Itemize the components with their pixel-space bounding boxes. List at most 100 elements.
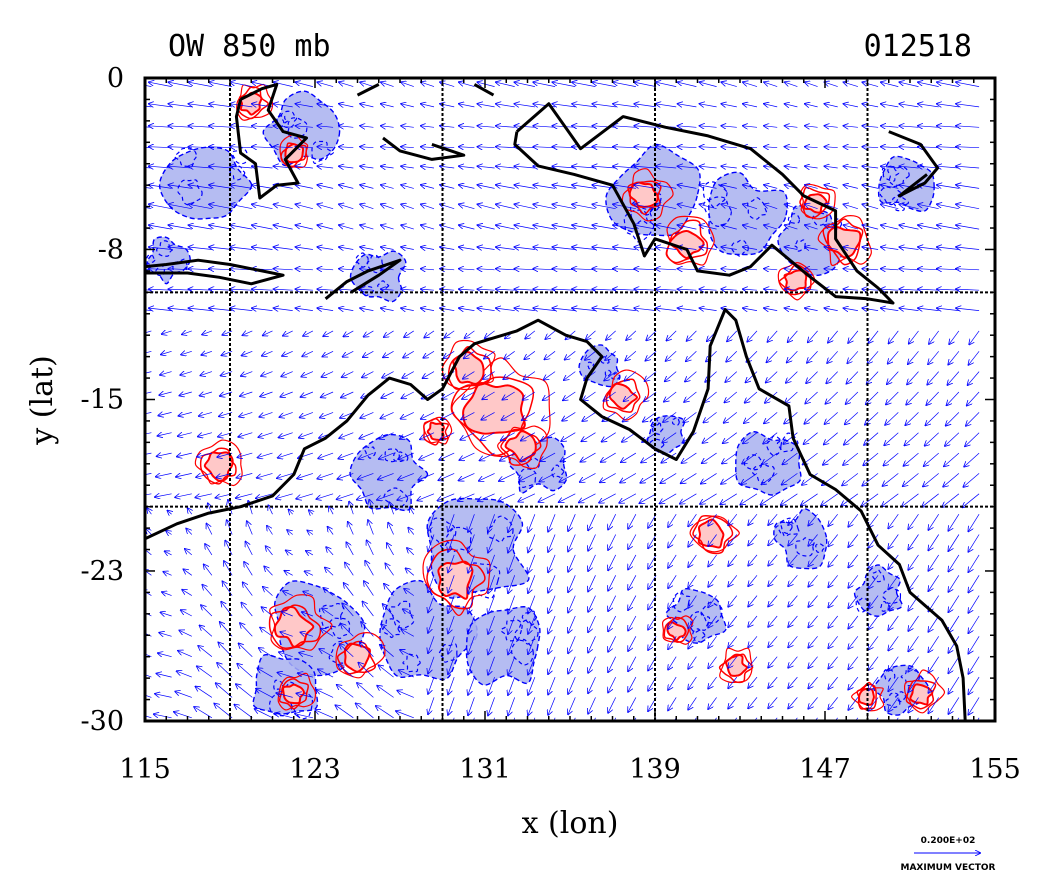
wind-vector — [274, 308, 293, 311]
wind-vector — [179, 630, 192, 637]
wind-vector — [317, 166, 334, 168]
wind-vector — [634, 225, 657, 230]
wind-vector — [236, 493, 253, 498]
wind-vector — [317, 147, 334, 148]
wind-vector — [259, 432, 273, 438]
wind-vector — [180, 372, 192, 376]
wind-vector — [515, 204, 535, 210]
wind-vector — [359, 452, 374, 459]
wind-vector — [678, 289, 697, 290]
wind-vector — [286, 550, 293, 555]
wind-vector — [544, 371, 556, 380]
wind-vector — [300, 412, 314, 417]
wind-vector — [381, 289, 394, 290]
wind-vector — [296, 185, 313, 189]
wind-vector — [496, 308, 515, 311]
wind-vector — [721, 82, 737, 87]
wind-vector — [648, 534, 657, 549]
wind-vector — [178, 433, 192, 437]
wind-vector — [410, 507, 414, 515]
positive-ow-contour — [666, 215, 715, 266]
wind-vector — [181, 610, 192, 617]
wind-vector — [568, 514, 576, 531]
wind-vector — [261, 371, 273, 377]
wind-vector — [428, 514, 435, 531]
wind-vector — [367, 541, 374, 556]
negative-ow-contour — [895, 691, 907, 703]
wind-vector — [528, 595, 536, 614]
wind-vector — [322, 371, 334, 377]
wind-vector — [488, 554, 495, 573]
wind-vector — [349, 502, 354, 515]
wind-vector — [613, 247, 636, 250]
wind-vector — [508, 676, 516, 695]
wind-vector — [646, 351, 657, 360]
wind-vector — [488, 514, 495, 532]
negative-ow-contour — [521, 610, 538, 626]
wind-vector — [459, 204, 475, 210]
negative-ow-contour — [438, 643, 458, 663]
wind-vector — [548, 514, 556, 531]
wind-vector — [568, 697, 576, 714]
negative-ow-contour — [384, 448, 401, 463]
negative-ow-contour — [318, 602, 345, 629]
wind-vector — [377, 686, 394, 698]
negative-ow-contour — [363, 446, 376, 459]
wind-vector — [222, 351, 233, 355]
wind-vector — [459, 308, 475, 311]
wind-vector — [379, 665, 394, 678]
wind-vector — [678, 204, 697, 210]
wind-vector — [581, 452, 596, 462]
wind-vector — [548, 676, 556, 694]
wind-vector — [348, 522, 354, 535]
wind-vector — [448, 656, 455, 674]
wind-vector — [238, 432, 253, 437]
wind-vector — [656, 204, 677, 210]
wind-vector — [428, 554, 435, 572]
wind-vector — [568, 554, 576, 572]
wind-vector — [708, 656, 717, 669]
wind-vector — [408, 528, 415, 535]
wind-vector — [585, 351, 596, 360]
wind-vector — [640, 493, 657, 503]
wind-vector — [613, 126, 636, 128]
wind-vector — [361, 622, 374, 637]
wind-vector — [439, 473, 455, 480]
wind-vector — [613, 104, 636, 107]
wind-vector — [209, 308, 233, 311]
wind-vector — [243, 331, 253, 335]
wind-vector — [381, 412, 394, 418]
wind-vector — [339, 308, 354, 311]
wind-vector — [656, 247, 677, 250]
wind-vector — [459, 82, 475, 87]
wind-vector — [146, 529, 152, 535]
wind-vector — [588, 615, 596, 632]
wind-vector — [237, 473, 253, 477]
negative-ow-contour — [885, 692, 901, 708]
wind-vector — [321, 391, 334, 397]
wind-vector — [238, 452, 253, 457]
wind-vector — [459, 225, 475, 230]
wind-vector — [296, 104, 313, 107]
wind-vector — [359, 432, 374, 439]
wind-vector — [559, 493, 576, 502]
wind-vector — [539, 493, 556, 502]
wind-vector — [468, 595, 475, 614]
wind-vector — [656, 104, 677, 107]
wind-vector — [702, 452, 717, 463]
wind-vector — [159, 633, 172, 637]
wind-vector — [252, 289, 273, 290]
y-tick-label: 0 — [107, 63, 124, 94]
wind-vector — [397, 493, 414, 500]
wind-vector — [548, 615, 556, 633]
wind-vector — [708, 676, 717, 689]
wind-vector — [678, 308, 697, 311]
wind-vector — [384, 584, 394, 596]
y-tick-label: -30 — [81, 706, 124, 737]
wind-vector — [508, 514, 516, 532]
wind-vector — [459, 473, 475, 480]
wind-vector — [588, 575, 596, 591]
wind-vector — [440, 166, 455, 168]
wind-vector — [580, 473, 596, 482]
wind-vector — [157, 674, 172, 678]
